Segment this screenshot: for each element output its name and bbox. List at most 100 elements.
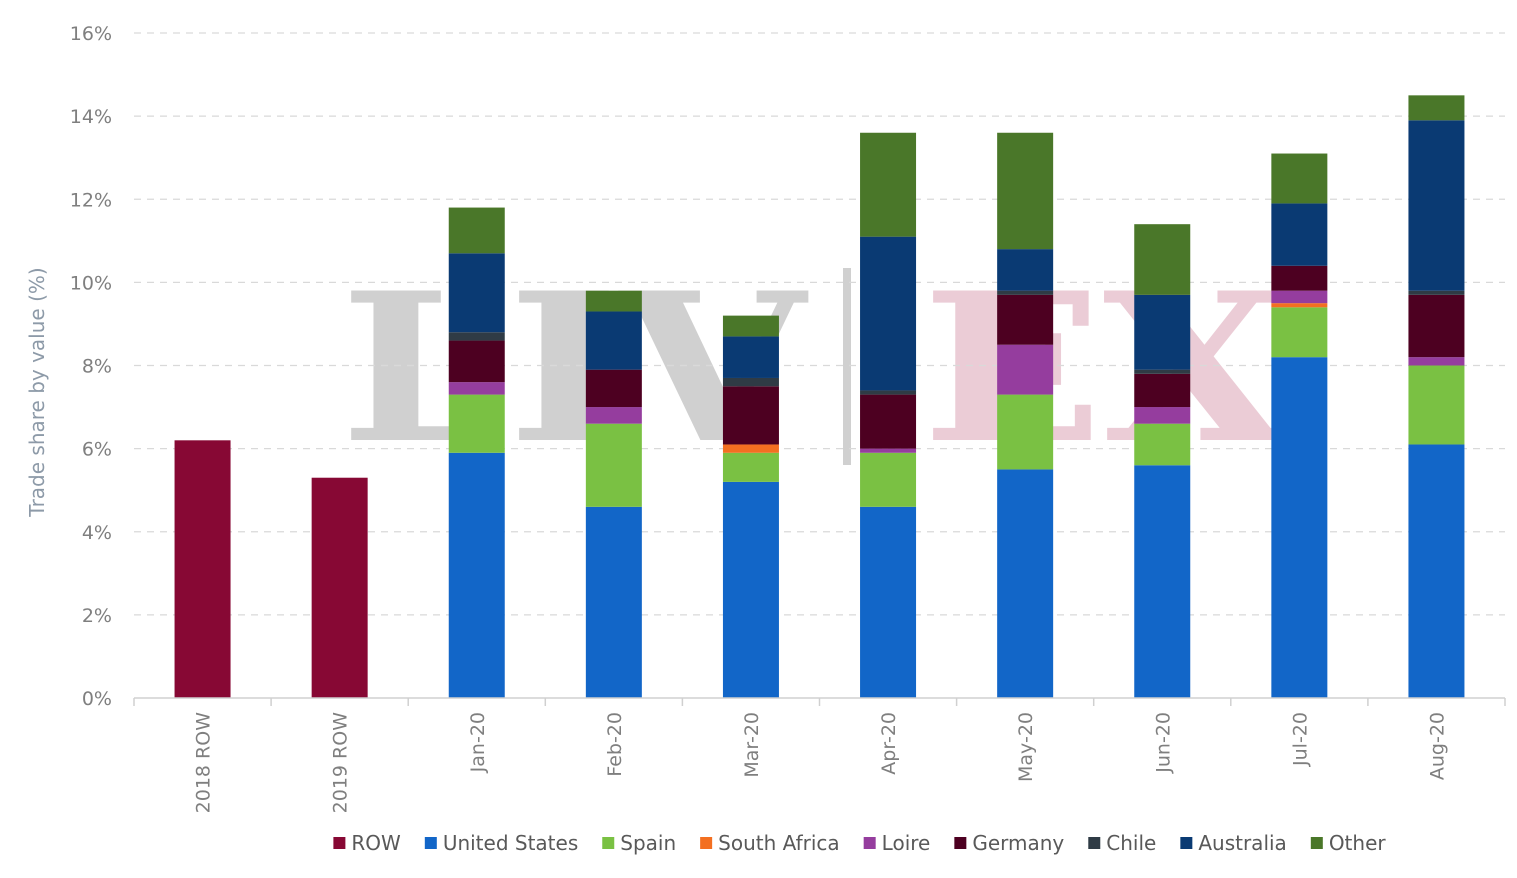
bar-segment-loire [1271, 290, 1328, 304]
bar-segment-australia [448, 253, 505, 333]
y-axis-tick-labels: 0% 2% 4% 6% 8% 10% 12% 14% 16% [70, 23, 112, 710]
bar-segment-chile [448, 332, 505, 341]
watermark-right-text: EX [922, 249, 1287, 489]
legend-label-loire: Loire [882, 831, 931, 855]
legend-label-united-states: United States [443, 831, 578, 855]
bar-segment-australia [860, 236, 917, 391]
x-tick-label: Jul-20 [1289, 712, 1311, 767]
bar-segment-spain [448, 394, 505, 453]
legend: ROW United States Spain South Africa Loire Ge… [333, 831, 1386, 855]
bar-segment-spain [1134, 423, 1191, 466]
bar-segment-spain [997, 394, 1054, 470]
x-tick-label: Jun-20 [1152, 712, 1174, 774]
bar-segment-chile [722, 377, 779, 387]
x-tick-label: Feb-20 [604, 712, 626, 777]
y-tick-label: 0% [82, 688, 112, 710]
bar-segment-australia [722, 336, 779, 378]
bar-segment-chile [1134, 369, 1191, 374]
bar-segment-germany [585, 369, 642, 408]
bar-segment-germany [1408, 294, 1465, 358]
legend-swatch-germany [954, 837, 967, 849]
bar-segment-australia [1134, 294, 1191, 370]
y-tick-label: 4% [82, 522, 112, 544]
bar-segment-united-states [1408, 444, 1465, 698]
legend-label-australia: Australia [1198, 831, 1286, 855]
legend-swatch-south-africa [700, 837, 713, 849]
bar-segment-australia [1408, 120, 1465, 291]
bar-segment-other [585, 290, 642, 312]
bar-segment-loire [997, 344, 1054, 395]
bar-segment-united-states [722, 481, 779, 698]
x-tick-label: Mar-20 [741, 712, 763, 778]
bar-segment-south-africa [1271, 303, 1328, 308]
x-tick-label: 2019 ROW [330, 712, 352, 814]
x-axis-ticks [133, 698, 1506, 706]
y-tick-label: 16% [70, 23, 112, 45]
legend-swatch-spain [602, 837, 615, 849]
bar-segment-spain [1271, 307, 1328, 358]
bar-segment-row [311, 477, 368, 698]
legend-swatch-row [333, 837, 346, 849]
bar-segment-germany [722, 386, 779, 445]
bar-segment-loire [1134, 407, 1191, 424]
bar-segment-loire [448, 382, 505, 395]
bar-segment-united-states [1134, 465, 1191, 698]
y-tick-label: 2% [82, 605, 112, 627]
bar-segment-australia [997, 249, 1054, 291]
bar-segment-spain [1408, 365, 1465, 445]
bar-segment-united-states [997, 469, 1054, 698]
bar-segment-germany [860, 394, 917, 449]
x-tick-label: May-20 [1015, 712, 1037, 782]
bar-segment-other [1271, 153, 1328, 204]
bar-segment-other [1408, 95, 1465, 121]
x-tick-label: Apr-20 [878, 712, 900, 775]
bar-segment-loire [860, 448, 917, 453]
legend-label-germany: Germany [972, 831, 1064, 855]
bar-segment-australia [1271, 203, 1328, 266]
x-tick-label: Jan-20 [467, 712, 489, 773]
bar-segment-chile [860, 390, 917, 395]
bar-segment-germany [997, 294, 1054, 345]
bar-segment-germany [1134, 373, 1191, 408]
watermark-divider [843, 268, 851, 465]
legend-label-row: ROW [351, 831, 401, 855]
legend-swatch-chile [1088, 837, 1101, 849]
bar-segment-loire [1408, 357, 1465, 366]
bar-segment-australia [585, 311, 642, 370]
y-tick-label: 10% [70, 272, 112, 294]
bar-segment-united-states [860, 506, 917, 698]
bar-segment-loire [585, 407, 642, 424]
legend-label-south-africa: South Africa [718, 831, 840, 855]
bar-segment-other [448, 207, 505, 254]
bar-segment-spain [860, 452, 917, 507]
bar-segment-chile [997, 290, 1054, 295]
legend-swatch-australia [1180, 837, 1193, 849]
bars [174, 95, 1465, 698]
bar-segment-united-states [1271, 357, 1328, 698]
bar-segment-germany [1271, 265, 1328, 291]
y-axis-title: Trade share by value (%) [25, 267, 49, 517]
legend-swatch-other [1310, 837, 1323, 849]
bar-segment-other [997, 132, 1054, 250]
bar-segment-spain [585, 423, 642, 507]
x-tick-label: 2018 ROW [193, 712, 215, 814]
x-tick-label: Aug-20 [1426, 712, 1448, 780]
bar-segment-spain [722, 452, 779, 482]
bar-segment-united-states [585, 506, 642, 698]
legend-swatch-united-states [424, 837, 437, 849]
y-tick-label: 14% [70, 106, 112, 128]
bar-segment-other [860, 132, 917, 237]
bar-segment-other [1134, 224, 1191, 295]
bar-segment-chile [1408, 290, 1465, 295]
bar-segment-row [174, 440, 231, 698]
x-axis-tick-labels: 2018 ROW 2019 ROW Jan-20 Feb-20 Mar-20 Apr-20… [193, 712, 1449, 814]
legend-label-spain: Spain [620, 831, 676, 855]
bar-segment-south-africa [722, 444, 779, 453]
legend-label-other: Other [1329, 831, 1387, 855]
bar-segment-united-states [448, 452, 505, 698]
legend-label-chile: Chile [1106, 831, 1156, 855]
y-tick-label: 12% [70, 189, 112, 211]
y-tick-label: 8% [82, 356, 112, 378]
legend-swatch-loire [863, 837, 876, 849]
